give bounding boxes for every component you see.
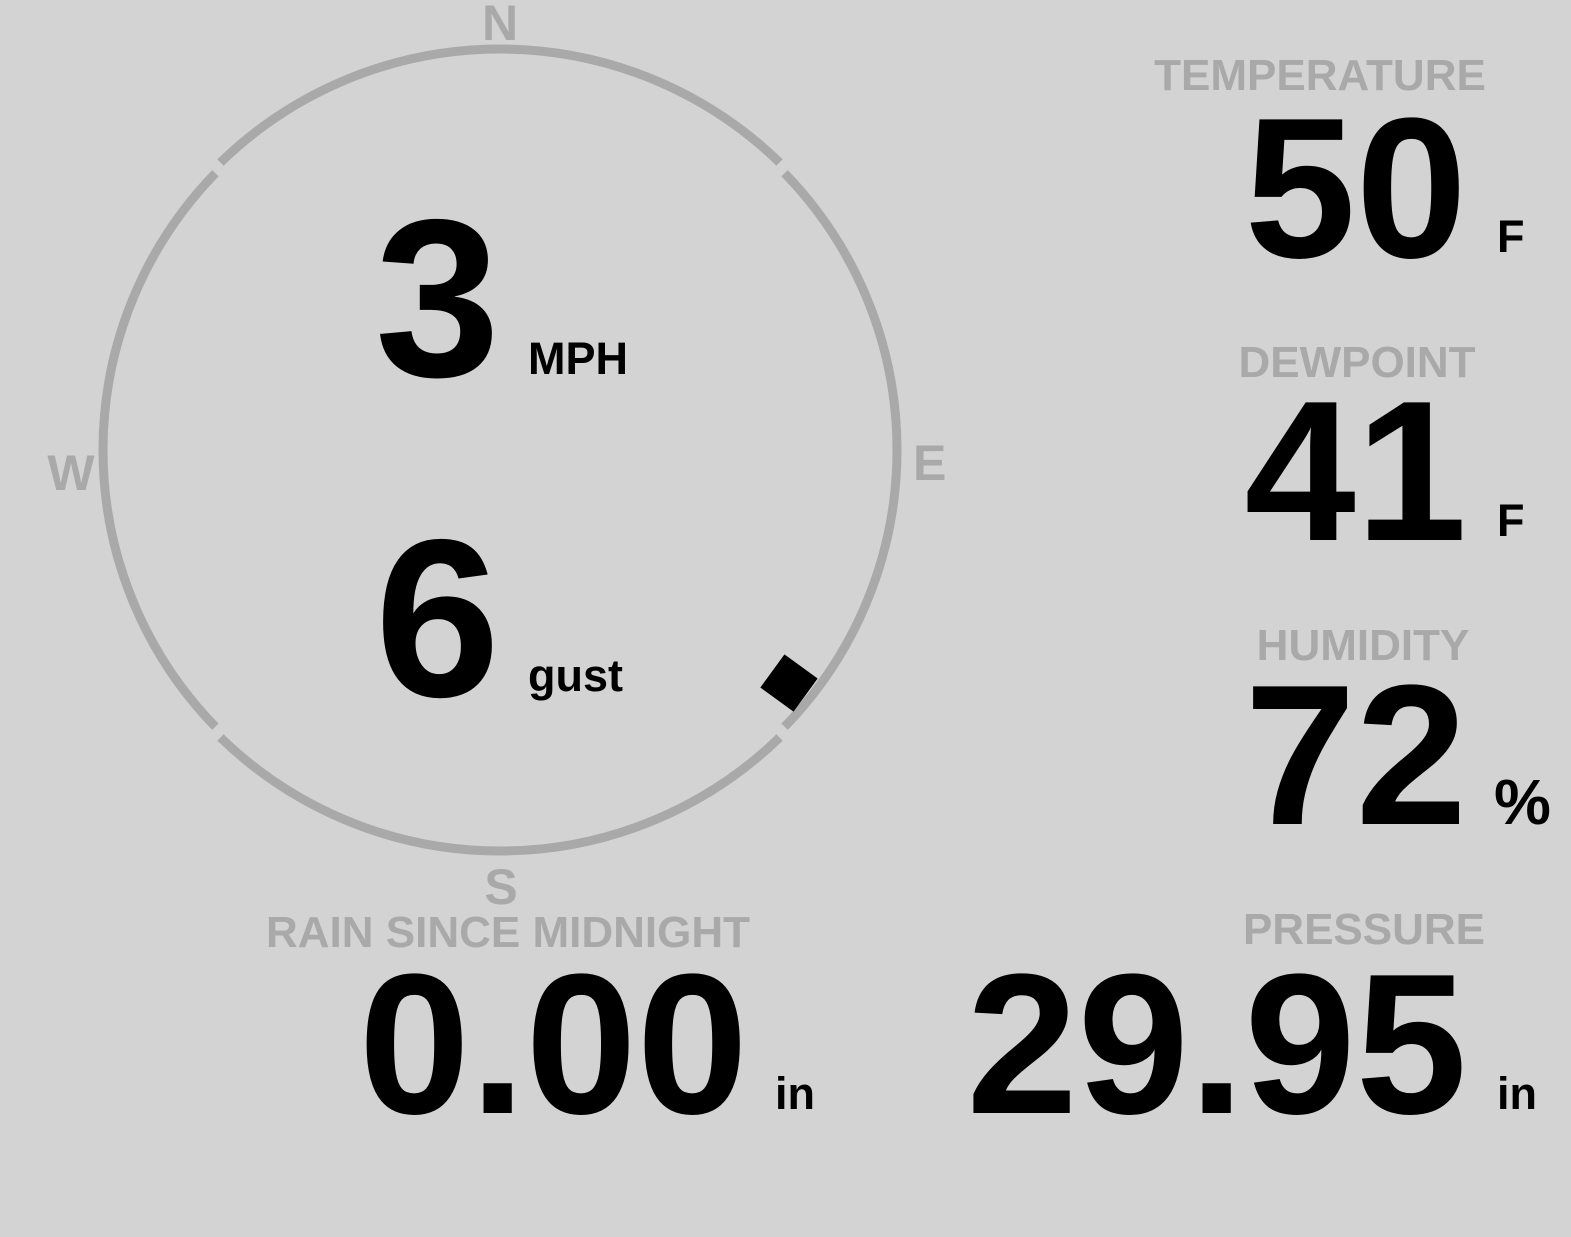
compass-ring-arc-north xyxy=(217,44,783,166)
temperature-value: 50 xyxy=(1244,77,1467,300)
compass-ring xyxy=(98,44,902,856)
rain-label: RAIN SINCE MIDNIGHT xyxy=(266,908,750,957)
compass-cardinal-north: N xyxy=(481,0,519,51)
compass-ring-arc-west xyxy=(98,170,219,730)
wind-speed-unit: MPH xyxy=(528,333,628,384)
rain-value: 0.00 xyxy=(358,933,748,1156)
compass-ring-arc-east xyxy=(781,170,902,730)
pressure-unit: in xyxy=(1497,1068,1537,1119)
compass-cardinal-south: S xyxy=(484,859,518,915)
dewpoint-unit: F xyxy=(1497,495,1525,546)
humidity-label: HUMIDITY xyxy=(1256,621,1470,670)
pressure-value: 29.95 xyxy=(966,933,1468,1156)
wind-gust-value: 6 xyxy=(374,492,500,744)
wind-direction-marker xyxy=(760,654,818,712)
humidity-unit: % xyxy=(1494,766,1551,838)
compass-ring-arc-south xyxy=(217,734,783,856)
dewpoint-label: DEWPOINT xyxy=(1238,338,1476,387)
dewpoint-value: 41 xyxy=(1244,360,1467,583)
wind-gust-unit: gust xyxy=(528,650,623,701)
humidity-value: 72 xyxy=(1244,644,1467,867)
rain-unit: in xyxy=(775,1068,815,1119)
temperature-label: TEMPERATURE xyxy=(1154,51,1486,100)
pressure-label: PRESSURE xyxy=(1242,905,1486,954)
wind-speed-value: 3 xyxy=(374,172,500,424)
temperature-unit: F xyxy=(1497,211,1525,262)
compass-cardinal-east: E xyxy=(913,435,947,491)
compass-cardinal-west: W xyxy=(47,445,95,501)
